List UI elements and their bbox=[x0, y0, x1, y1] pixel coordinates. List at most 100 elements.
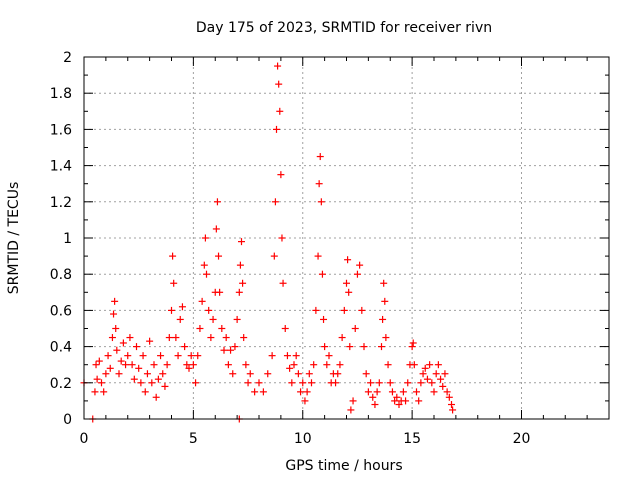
data-point bbox=[112, 325, 120, 332]
data-point bbox=[318, 270, 326, 278]
data-point bbox=[238, 238, 245, 246]
data-point bbox=[276, 107, 284, 115]
y-tick-label: 1.8 bbox=[50, 86, 72, 102]
data-point bbox=[316, 153, 324, 161]
data-point bbox=[137, 379, 145, 387]
data-point bbox=[391, 397, 399, 405]
data-point bbox=[378, 343, 385, 351]
data-point bbox=[205, 306, 213, 314]
data-point bbox=[216, 288, 224, 296]
data-point bbox=[441, 370, 449, 378]
data-point bbox=[410, 361, 418, 369]
data-point bbox=[239, 279, 247, 287]
data-point bbox=[236, 261, 244, 269]
data-point bbox=[334, 370, 342, 378]
data-point bbox=[320, 315, 328, 323]
y-tick-label: 1 bbox=[63, 231, 72, 247]
data-point bbox=[279, 279, 287, 287]
data-point bbox=[346, 343, 354, 351]
y-tick-label: 0.6 bbox=[50, 303, 72, 319]
data-point bbox=[332, 379, 340, 387]
axis-ticks bbox=[83, 56, 610, 420]
data-point bbox=[246, 370, 254, 378]
data-point bbox=[181, 343, 189, 351]
data-point bbox=[259, 388, 267, 396]
data-point bbox=[445, 393, 453, 401]
data-point bbox=[273, 125, 280, 133]
y-tick-label: 0.4 bbox=[50, 340, 72, 356]
data-point bbox=[143, 370, 151, 378]
data-point bbox=[227, 346, 235, 354]
data-point bbox=[183, 361, 191, 369]
data-point bbox=[194, 352, 202, 360]
data-point bbox=[419, 370, 427, 378]
chart-title: Day 175 of 2023, SRMTID for receiver riv… bbox=[196, 20, 492, 36]
data-point bbox=[110, 310, 118, 318]
data-point bbox=[432, 370, 440, 378]
y-axis-label: SRMTID / TECUs bbox=[6, 182, 22, 295]
data-point bbox=[270, 252, 278, 260]
data-point bbox=[111, 297, 119, 305]
data-point bbox=[106, 364, 114, 372]
data-point bbox=[448, 401, 455, 409]
data-point bbox=[305, 370, 313, 378]
data-point bbox=[384, 361, 392, 369]
y-tick-label: 1.4 bbox=[50, 159, 72, 175]
data-point bbox=[170, 279, 178, 287]
data-point bbox=[172, 334, 180, 342]
data-point bbox=[297, 388, 305, 396]
data-point bbox=[141, 388, 149, 396]
data-point bbox=[218, 325, 226, 332]
data-point bbox=[146, 337, 154, 345]
data-point bbox=[264, 370, 272, 378]
data-point bbox=[161, 382, 169, 390]
data-point bbox=[381, 297, 389, 305]
data-point bbox=[187, 352, 195, 360]
data-point bbox=[135, 364, 143, 372]
data-point bbox=[404, 379, 412, 387]
data-point bbox=[215, 252, 223, 260]
data-point bbox=[409, 339, 417, 347]
data-point bbox=[165, 334, 173, 342]
data-point bbox=[119, 339, 127, 347]
data-point bbox=[315, 180, 323, 188]
data-point bbox=[201, 234, 209, 242]
data-point bbox=[301, 397, 309, 405]
data-point bbox=[430, 388, 438, 396]
data-point bbox=[364, 388, 372, 396]
data-point bbox=[345, 288, 353, 296]
y-tick-label: 1.2 bbox=[50, 195, 72, 211]
data-point bbox=[192, 379, 200, 387]
data-point bbox=[393, 393, 401, 401]
data-point bbox=[303, 388, 311, 396]
data-point bbox=[281, 325, 289, 332]
data-point bbox=[244, 379, 252, 387]
data-point bbox=[168, 306, 175, 314]
data-point bbox=[402, 397, 410, 405]
data-point bbox=[321, 343, 329, 351]
data-point bbox=[382, 334, 390, 342]
data-point bbox=[294, 370, 302, 378]
data-point bbox=[426, 361, 434, 369]
data-point bbox=[375, 379, 383, 387]
data-point bbox=[242, 361, 250, 369]
data-point bbox=[212, 225, 220, 233]
data-point bbox=[434, 361, 442, 369]
y-tick-label: 1.6 bbox=[50, 122, 72, 138]
data-point bbox=[224, 361, 232, 369]
data-point bbox=[323, 361, 331, 369]
data-point bbox=[347, 406, 355, 414]
data-point bbox=[439, 382, 447, 390]
data-point bbox=[100, 388, 108, 396]
data-point bbox=[428, 379, 436, 387]
data-point bbox=[317, 198, 325, 206]
data-point bbox=[92, 361, 100, 369]
data-point bbox=[369, 393, 377, 401]
data-point bbox=[154, 375, 162, 383]
data-point bbox=[349, 397, 357, 405]
data-point bbox=[255, 379, 263, 387]
data-point bbox=[93, 375, 101, 383]
data-point bbox=[98, 379, 105, 387]
data-point bbox=[240, 334, 248, 342]
data-point bbox=[150, 361, 158, 369]
